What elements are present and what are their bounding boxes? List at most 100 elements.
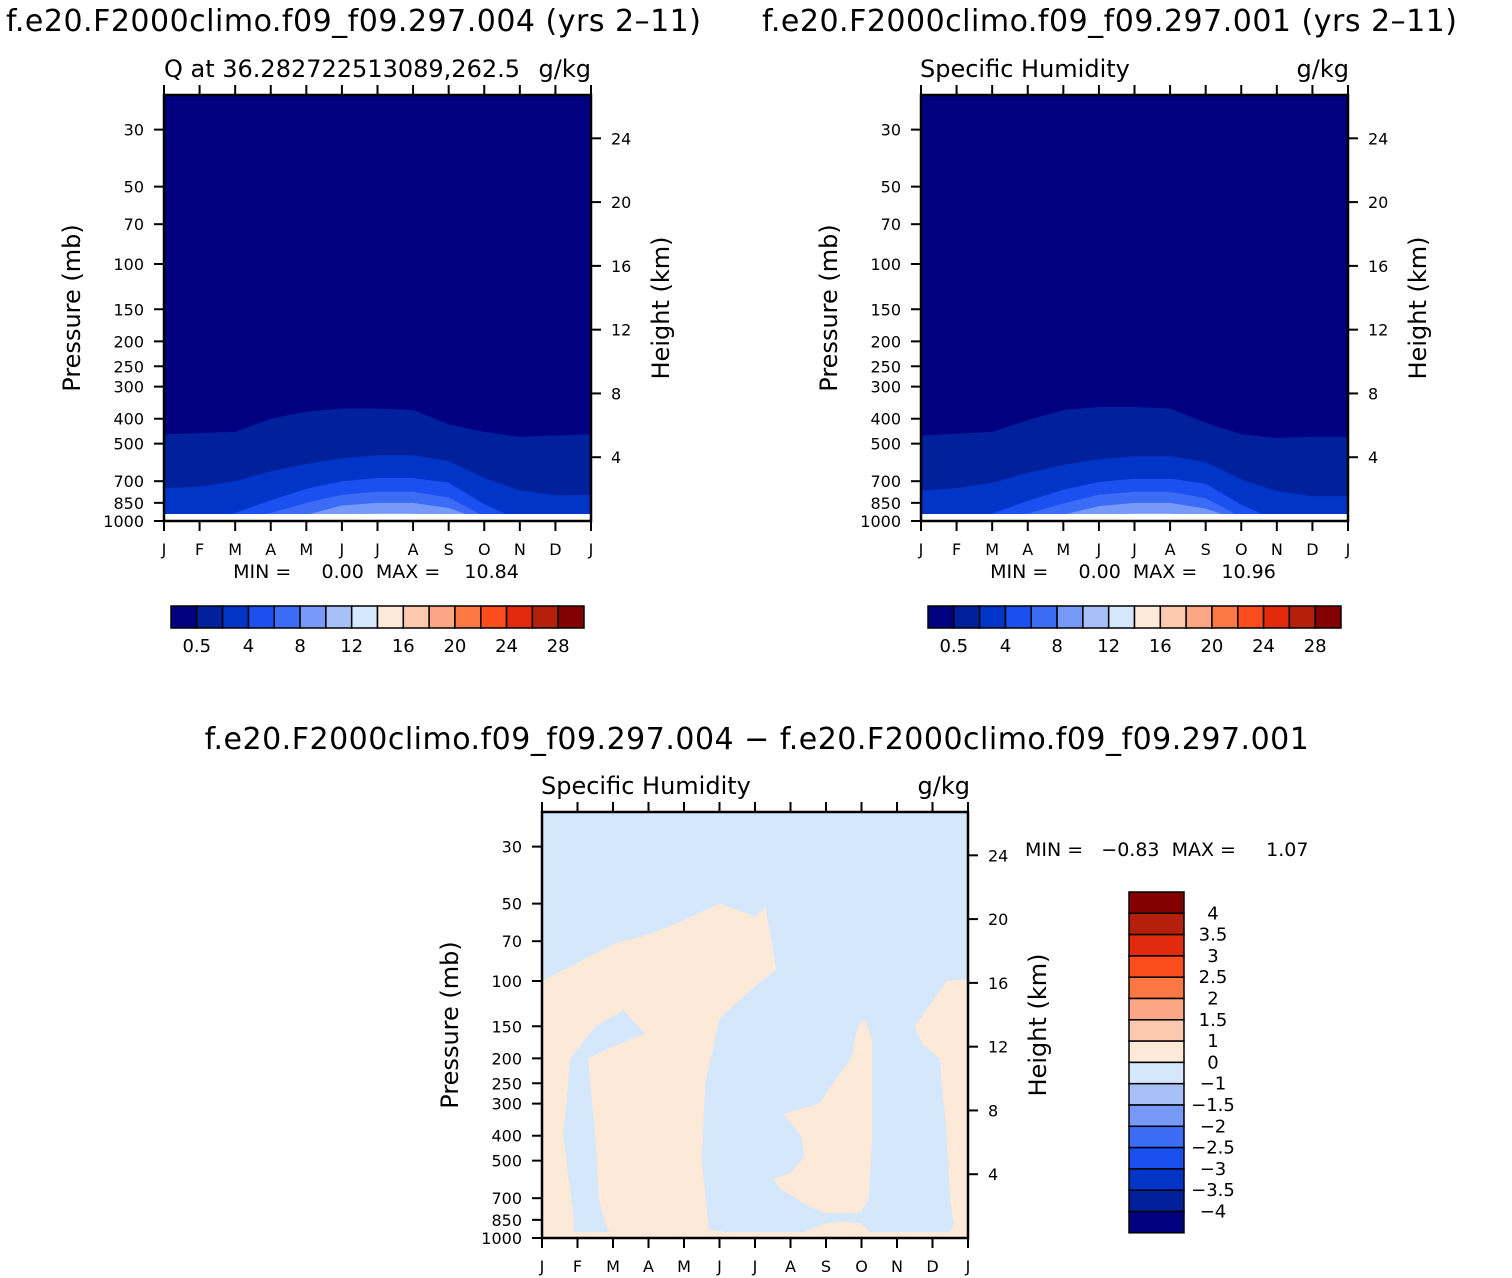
panel3-cb-label: 3.5 bbox=[1199, 925, 1228, 946]
p3-ytick-label: 500 bbox=[491, 1152, 522, 1171]
p3-xtick-label: S bbox=[821, 1257, 831, 1276]
p2-ytick-label: 700 bbox=[870, 472, 901, 491]
p1-xtick-label: O bbox=[478, 540, 491, 559]
p1-cb-label: 8 bbox=[294, 636, 305, 657]
p2-ytick-right-label: 8 bbox=[1368, 384, 1378, 403]
p2-xtick-label: O bbox=[1235, 540, 1248, 559]
p3-ytick-right-label: 12 bbox=[988, 1038, 1008, 1057]
p1-xtick-label: F bbox=[195, 540, 204, 559]
p2-cb-label: 8 bbox=[1051, 636, 1062, 657]
panel2-plot: J F M A M J J A S O N D J 30 50 70 100 150 200 250 300 400 500… bbox=[815, 85, 1432, 559]
p2-xtick-label: A bbox=[1022, 540, 1033, 559]
p1-cb-box bbox=[247, 605, 275, 629]
panel3-cb-box bbox=[1128, 1019, 1185, 1042]
p2-xtick-label: M bbox=[1056, 540, 1070, 559]
p1-ytick-right-label: 16 bbox=[611, 257, 631, 276]
p2-cb-box bbox=[1056, 605, 1084, 629]
p2-ytick-label: 250 bbox=[870, 357, 901, 376]
p1-xtick-label: M bbox=[299, 540, 313, 559]
p1-xtick-label: J bbox=[588, 540, 594, 559]
p3-xtick-label: J bbox=[539, 1257, 545, 1276]
p2-ylabel: Pressure (mb) bbox=[815, 224, 843, 391]
p2-cb-box bbox=[1159, 605, 1187, 629]
p3-ytick-label: 850 bbox=[491, 1211, 522, 1230]
p3-xtick-label: D bbox=[926, 1257, 938, 1276]
panel2-title: f.e20.F2000climo.f09_f09.297.001 (yrs 2–… bbox=[762, 4, 1457, 39]
p1-cb-box bbox=[557, 605, 585, 629]
p2-cb-box bbox=[1030, 605, 1058, 629]
p1-ylabel: Pressure (mb) bbox=[58, 224, 86, 391]
p2-cb-box bbox=[1185, 605, 1213, 629]
p1-xtick-label: A bbox=[408, 540, 419, 559]
p2-surface-mask bbox=[921, 514, 1348, 521]
p1-ytick-right-label: 12 bbox=[611, 321, 631, 340]
panel3-cb-box bbox=[1128, 1210, 1185, 1234]
p3-ytick-label: 30 bbox=[502, 838, 522, 857]
p2-cb-box bbox=[953, 605, 981, 629]
p1-cb-label: 12 bbox=[340, 636, 363, 657]
p3-ytick-right-label: 8 bbox=[988, 1101, 998, 1120]
p3-ytick-label: 250 bbox=[491, 1074, 522, 1093]
p1-cb-box bbox=[273, 605, 301, 629]
p3-xtick-label: J bbox=[965, 1257, 971, 1276]
panel3-cb-box bbox=[1128, 891, 1185, 915]
p3-ytick-label: 70 bbox=[502, 932, 522, 951]
panel3-cb-box bbox=[1128, 933, 1185, 957]
p2-cb-box bbox=[927, 605, 955, 629]
p1-ytick-label: 100 bbox=[113, 255, 144, 274]
p1-ylabel-right: Height (km) bbox=[647, 237, 675, 380]
panel3-cb-box bbox=[1128, 1125, 1185, 1149]
p2-cb-label: 12 bbox=[1097, 636, 1120, 657]
p3-region-mid-lobe bbox=[772, 1018, 873, 1214]
p3-surface-band bbox=[542, 1232, 968, 1238]
p2-cb-box bbox=[1082, 605, 1110, 629]
panel2-units: g/kg bbox=[1297, 55, 1349, 83]
panel1-units: g/kg bbox=[539, 55, 591, 83]
panel3-cb-label: 1 bbox=[1207, 1031, 1218, 1052]
p1-cb-label: 20 bbox=[443, 636, 466, 657]
p2-cb-box bbox=[1211, 605, 1239, 629]
p1-ytick-label: 30 bbox=[124, 121, 144, 140]
panel3-plot: J F M A M J J A S O N D J 30 50 70 100 150 200 250 300 400 500… bbox=[436, 802, 1052, 1276]
p1-cb-label: 24 bbox=[495, 636, 518, 657]
p2-xtick-label: D bbox=[1306, 540, 1318, 559]
p2-xtick-label: J bbox=[1345, 540, 1351, 559]
p2-xtick-label: M bbox=[985, 540, 999, 559]
p3-region-left-lobe bbox=[542, 903, 791, 1238]
panel3-cb-label: −1.5 bbox=[1191, 1095, 1235, 1116]
panel3-cb-box bbox=[1128, 1104, 1185, 1128]
panel3-cb-label: 4 bbox=[1207, 903, 1218, 924]
p1-xtick-label: N bbox=[514, 540, 526, 559]
p1-cb-box bbox=[350, 605, 379, 629]
panel3-cb-label: 0 bbox=[1207, 1052, 1218, 1073]
p3-ytick-label: 700 bbox=[491, 1189, 522, 1208]
panel3-cb-box bbox=[1128, 1061, 1185, 1085]
p2-ytick-label: 300 bbox=[870, 378, 901, 397]
p1-cb-box bbox=[170, 605, 198, 629]
p3-ytick-right-label: 4 bbox=[988, 1165, 998, 1184]
panel3-cb-label: −3.5 bbox=[1191, 1180, 1235, 1201]
panel1-title: f.e20.F2000climo.f09_f09.297.004 (yrs 2–… bbox=[6, 4, 701, 39]
p1-xtick-label: J bbox=[374, 540, 380, 559]
p2-xtick-label: F bbox=[952, 540, 961, 559]
p1-ytick-label: 150 bbox=[113, 300, 144, 319]
p2-ytick-label: 70 bbox=[881, 215, 901, 234]
panel2-subtitle: Specific Humidity bbox=[920, 55, 1130, 83]
panel3-cb-box bbox=[1128, 1168, 1185, 1191]
p2-ytick-label: 1000 bbox=[860, 512, 901, 531]
p2-xtick-label: J bbox=[1096, 540, 1102, 559]
p2-cb-box bbox=[1107, 605, 1136, 629]
panel3-subtitle: Specific Humidity bbox=[541, 772, 751, 800]
p1-cb-box bbox=[196, 605, 224, 629]
panel3-cb-box bbox=[1128, 1040, 1185, 1064]
p2-cb-box bbox=[1133, 605, 1162, 629]
p1-ytick-label: 850 bbox=[113, 494, 144, 513]
p3-ytick-label: 150 bbox=[491, 1017, 522, 1036]
p2-ytick-right-label: 24 bbox=[1368, 129, 1388, 148]
p2-ytick-right-label: 20 bbox=[1368, 193, 1388, 212]
p2-cb-box bbox=[1237, 605, 1265, 629]
p1-cb-label: 0.5 bbox=[182, 636, 211, 657]
p2-ytick-label: 150 bbox=[870, 300, 901, 319]
panel2-stats: MIN = 0.00 MAX = 10.96 bbox=[990, 561, 1276, 583]
p2-contour-8 bbox=[921, 502, 1348, 521]
